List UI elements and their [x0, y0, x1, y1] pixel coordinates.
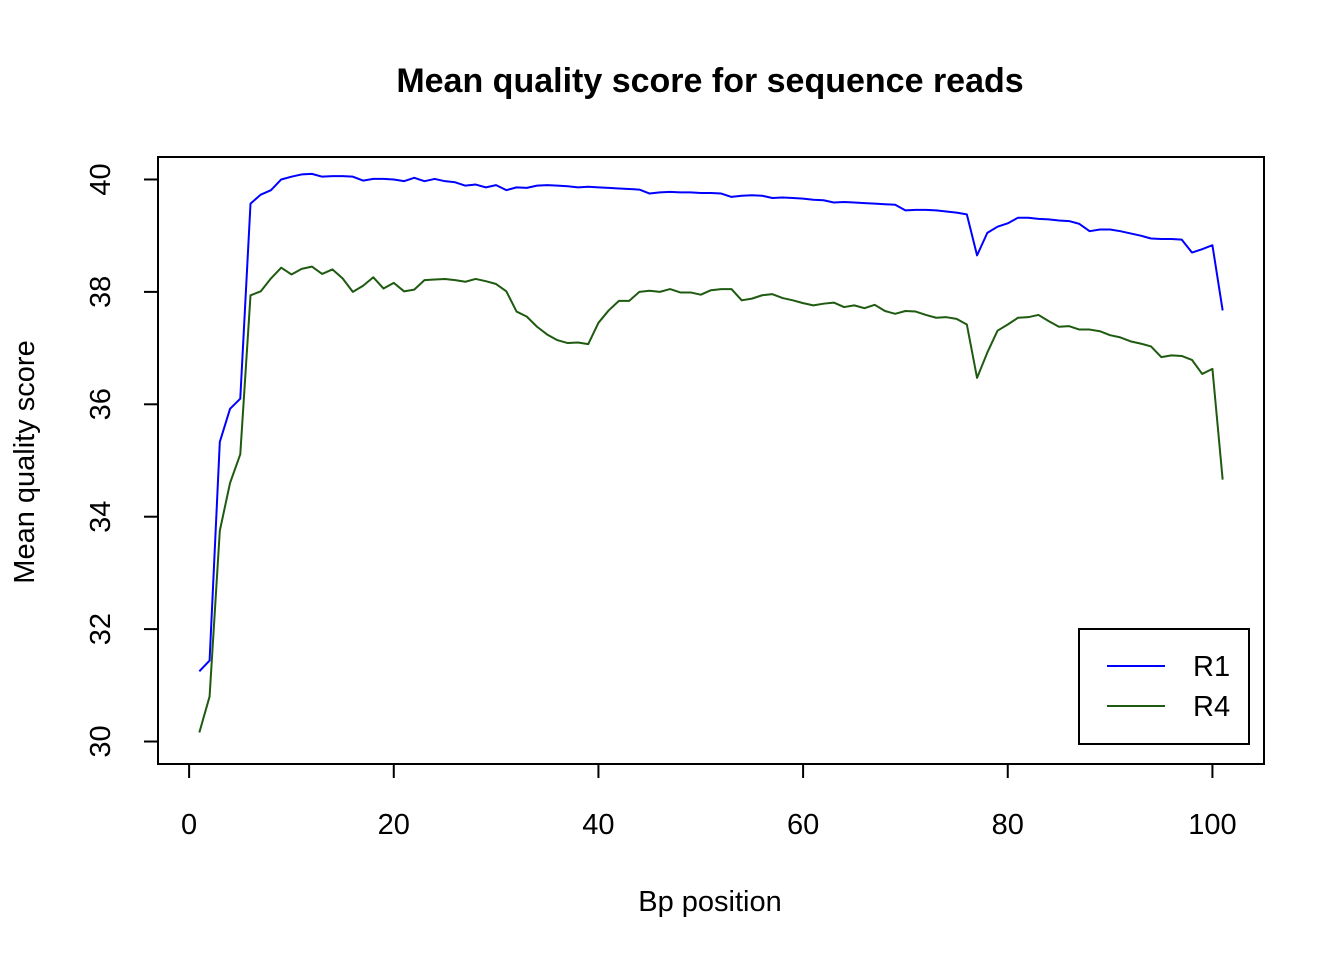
- y-axis: 30 32 34 36 38 40: [85, 163, 159, 758]
- series-line-r1: [198, 172, 1224, 672]
- x-tick-label: 80: [992, 809, 1024, 841]
- series-line-r4: [198, 265, 1224, 733]
- legend-label-r4: R4: [1193, 691, 1230, 723]
- x-tick-label: 0: [181, 809, 197, 841]
- x-axis-label: Bp position: [638, 886, 782, 918]
- x-axis: 0 20 40 60 80 100: [181, 763, 1237, 841]
- y-tick-label: 38: [85, 276, 117, 308]
- y-tick-label: 34: [85, 501, 117, 533]
- x-tick-label: 60: [787, 809, 819, 841]
- x-tick-label: 20: [378, 809, 410, 841]
- x-tick-label: 40: [582, 809, 614, 841]
- y-tick-label: 32: [85, 613, 117, 645]
- y-tick-label: 40: [85, 163, 117, 195]
- chart-title: Mean quality score for sequence reads: [396, 62, 1023, 100]
- legend-box: [1078, 628, 1250, 745]
- plot-frame: [157, 156, 1265, 765]
- y-axis-label: Mean quality score: [9, 340, 41, 583]
- legend-label-r1: R1: [1193, 651, 1230, 683]
- y-tick-label: 30: [85, 725, 117, 757]
- y-tick-label: 36: [85, 388, 117, 420]
- series-layer: [198, 172, 1224, 733]
- x-tick-label: 100: [1188, 809, 1236, 841]
